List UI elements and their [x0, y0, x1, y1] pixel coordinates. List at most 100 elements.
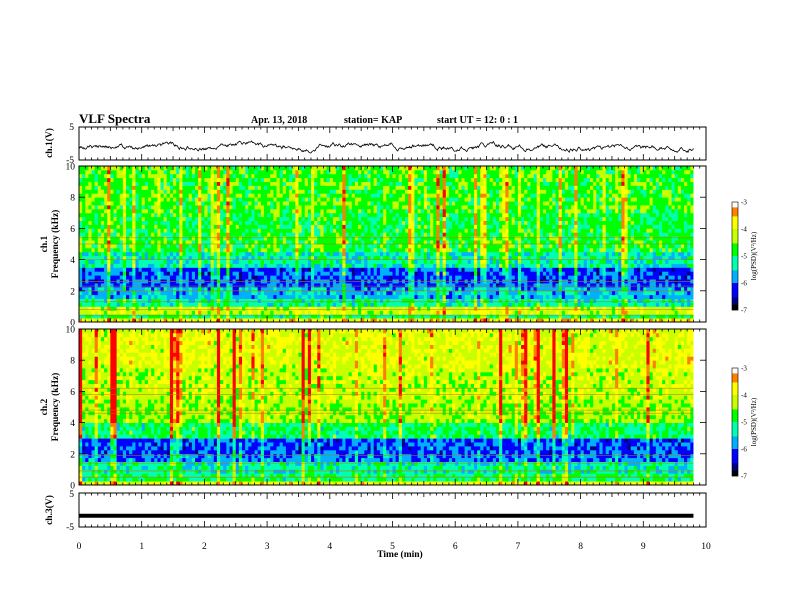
spectrogram-cell — [574, 232, 578, 237]
spectrogram-cell — [326, 286, 331, 292]
spectrogram-cell — [533, 286, 538, 292]
spectrogram-cell — [549, 290, 553, 296]
spectrogram-cell — [188, 318, 193, 323]
spectrogram-cell — [436, 283, 440, 288]
spectrogram-cell — [188, 244, 193, 249]
spectrogram-cell — [235, 302, 240, 307]
spectrogram-cell — [97, 247, 102, 253]
spectrogram-cell — [514, 294, 519, 299]
spectrogram-cell — [110, 310, 114, 315]
spectrogram-cell — [448, 267, 453, 272]
spectrogram-cell — [113, 310, 118, 315]
spectrogram-cell — [185, 224, 190, 229]
spectrogram-cell — [254, 232, 259, 237]
spectrogram-cell — [270, 283, 274, 288]
spectrogram-cell — [593, 259, 597, 264]
spectrogram-cell — [436, 263, 440, 268]
spectrogram-cell — [658, 263, 663, 268]
spectrogram-cell — [615, 286, 619, 292]
spectrogram-cell — [138, 290, 143, 296]
spectrogram-cell — [646, 294, 650, 299]
spectrogram-cell — [521, 255, 525, 260]
spectrogram-cell — [420, 290, 425, 296]
spectrogram-cell — [144, 236, 149, 241]
spectrogram-cell — [624, 290, 629, 296]
spectrogram-cell — [395, 298, 400, 303]
spectrogram-cell — [505, 302, 509, 307]
spectrogram-cell — [401, 263, 406, 268]
spectrogram-cell — [386, 232, 390, 237]
spectrogram-cell — [546, 259, 550, 264]
spectrogram-cell — [637, 310, 641, 315]
spectrogram-cell — [474, 306, 478, 311]
spectrogram-cell — [542, 259, 547, 264]
spectrogram-cell — [533, 247, 538, 253]
spectrogram-cell — [596, 306, 600, 311]
spectrogram-cell — [495, 259, 500, 264]
spectrogram-cell — [210, 240, 215, 245]
spectrogram-cell — [314, 232, 318, 237]
spectrogram-cell — [314, 290, 318, 296]
spectrogram-cell — [361, 306, 365, 311]
spectrogram-cell — [373, 310, 378, 315]
spectrogram-cell — [605, 310, 610, 315]
spectrogram-cell — [122, 240, 127, 245]
spectrogram-cell — [436, 255, 440, 260]
spectrogram-cell — [442, 240, 447, 245]
spectrogram-cell — [464, 318, 469, 323]
spectrogram-cell — [643, 232, 647, 237]
spectrogram-cell — [448, 314, 453, 319]
spectrogram-cell — [489, 294, 494, 299]
spectrogram-cell — [229, 259, 234, 264]
spectrogram-cell — [483, 275, 487, 280]
spectrogram-cell — [166, 228, 171, 233]
spectrogram-cell — [511, 290, 516, 296]
spectrogram-cell — [336, 286, 340, 292]
spectrogram-cell — [633, 271, 638, 276]
spectrogram-cell — [624, 247, 629, 253]
spectrogram-cell — [386, 310, 390, 315]
spectrogram-cell — [474, 267, 478, 272]
spectrogram-cell — [157, 302, 161, 307]
spectrogram-cell — [201, 263, 205, 268]
spectrogram-cell — [637, 263, 641, 268]
spectrogram-cell — [480, 283, 484, 288]
spectrogram-cell — [195, 286, 199, 292]
spectrogram-cell — [687, 247, 691, 253]
spectrogram-cell — [624, 240, 629, 245]
spectrogram-cell — [379, 286, 384, 292]
spectrogram-cell — [94, 294, 99, 299]
spectrogram-cell — [260, 240, 265, 245]
spectrogram-cell — [141, 240, 146, 245]
spectrogram-cell — [405, 275, 409, 280]
spectrogram-cell — [358, 310, 362, 315]
spectrogram-cell — [169, 255, 174, 260]
spectrogram-cell — [295, 271, 299, 276]
spectrogram-cell — [674, 259, 679, 264]
spectrogram-cell — [677, 240, 682, 245]
spectrogram-cell — [122, 306, 127, 311]
spectrogram-cell — [467, 251, 472, 257]
spectrogram-cell — [301, 306, 306, 311]
spectrogram-cell — [367, 275, 371, 280]
spectrogram-cell — [135, 283, 139, 288]
spectrogram-cell — [564, 275, 569, 280]
spectrogram-cell — [564, 271, 569, 276]
spectrogram-cell — [132, 259, 136, 264]
spectrogram-cell — [674, 240, 679, 245]
spectrogram-cell — [376, 247, 381, 253]
spectrogram-cell — [524, 259, 528, 264]
spectrogram-cell — [599, 247, 603, 253]
spectrogram-cell — [373, 267, 378, 272]
spectrogram-cell — [505, 244, 509, 249]
spectrogram-cell — [452, 259, 456, 264]
spectrogram-cell — [495, 275, 500, 280]
spectrogram-cell — [618, 275, 622, 280]
spectrogram-cell — [295, 310, 299, 315]
spectrogram-cell — [561, 244, 566, 249]
spectrogram-cell — [467, 286, 472, 292]
spectrogram-cell — [198, 240, 202, 245]
spectrogram-cell — [555, 263, 560, 268]
spectrogram-cell — [671, 244, 676, 249]
spectrogram-cell — [395, 310, 400, 315]
